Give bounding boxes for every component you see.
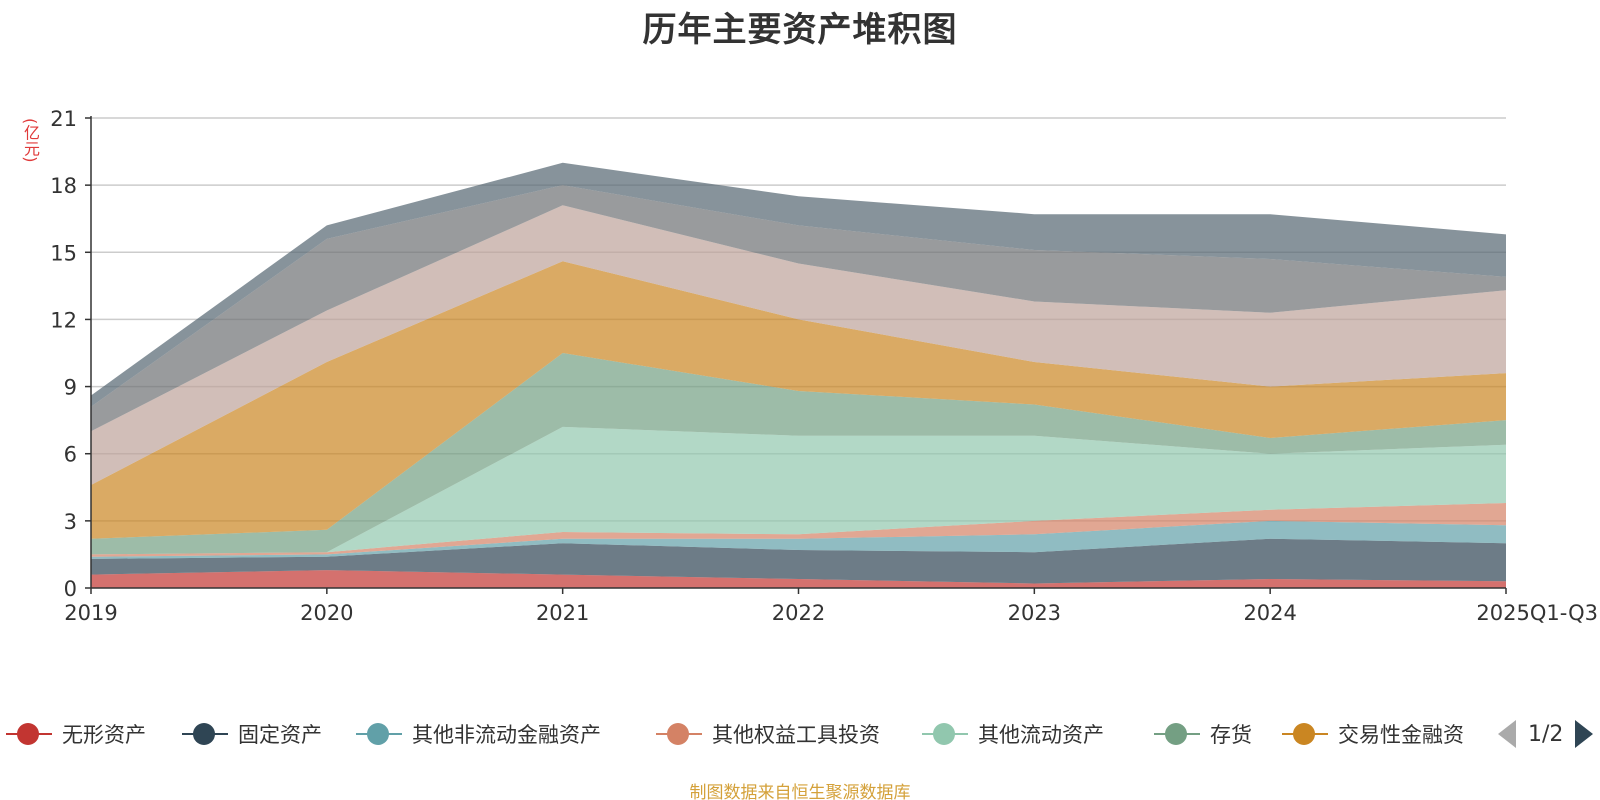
y-tick-label: 12 xyxy=(50,308,77,332)
x-tick-label: 2022 xyxy=(772,601,825,625)
x-tick-label: 2024 xyxy=(1243,601,1296,625)
legend-label: 交易性金融资 xyxy=(1338,723,1464,747)
legend-pager: 1/2 xyxy=(1498,718,1594,750)
area-series[interactable] xyxy=(91,426,1506,555)
legend-label: 无形资产 xyxy=(62,723,146,747)
legend-item[interactable]: 交易性金融资 xyxy=(1278,718,1464,750)
x-tick-label: 2020 xyxy=(300,601,353,625)
legend-page-indicator: 1/2 xyxy=(1528,721,1564,747)
legend: 无形资产 固定资产 其他非流动金融资产 其他权益工具投资 其他流动资产 存货 交易性金融资 xyxy=(0,718,1600,750)
area-series[interactable] xyxy=(91,353,1506,555)
area-series[interactable] xyxy=(91,570,1506,588)
x-tick-label: 2021 xyxy=(536,601,589,625)
x-tick-label: 2025Q1-Q3 xyxy=(1476,601,1598,625)
legend-item[interactable]: 其他权益工具投资 xyxy=(652,718,880,750)
y-tick-label: 15 xyxy=(50,241,77,265)
y-tick-label: 3 xyxy=(64,510,77,534)
legend-label: 固定资产 xyxy=(238,723,322,747)
area-layers xyxy=(91,162,1506,588)
chart-title: 历年主要资产堆积图 xyxy=(642,10,958,50)
legend-marker-icon xyxy=(178,720,232,748)
area-series[interactable] xyxy=(91,185,1506,432)
legend-marker-icon xyxy=(352,720,406,748)
legend-item[interactable]: 其他非流动金融资产 xyxy=(352,718,601,750)
legend-label: 存货 xyxy=(1210,723,1252,747)
legend-next-icon[interactable] xyxy=(1575,720,1594,748)
legend-label: 其他权益工具投资 xyxy=(712,723,880,747)
legend-marker-icon xyxy=(652,720,706,748)
legend-label: 其他非流动金融资产 xyxy=(412,723,601,747)
legend-marker-icon xyxy=(1278,720,1332,748)
legend-item[interactable]: 无形资产 xyxy=(2,718,146,750)
legend-item[interactable]: 存货 xyxy=(1150,718,1252,750)
legend-prev-icon[interactable] xyxy=(1498,720,1516,748)
area-series[interactable] xyxy=(91,503,1506,557)
data-source-note: 制图数据来自恒生聚源数据库 xyxy=(689,783,911,800)
area-series[interactable] xyxy=(91,520,1506,559)
area-series[interactable] xyxy=(91,162,1506,407)
y-axis-unit-label: (亿元) xyxy=(21,118,40,163)
x-tick-label: 2019 xyxy=(64,601,117,625)
area-series[interactable] xyxy=(91,205,1506,486)
y-tick-label: 18 xyxy=(50,174,77,198)
y-tick-label: 0 xyxy=(64,577,77,601)
legend-label: 其他流动资产 xyxy=(978,723,1104,747)
legend-item[interactable]: 固定资产 xyxy=(178,718,322,750)
y-tick-label: 21 xyxy=(50,107,77,131)
y-tick-label: 9 xyxy=(64,376,77,400)
y-tick-label: 6 xyxy=(64,443,77,467)
legend-marker-icon xyxy=(2,720,56,748)
area-series[interactable] xyxy=(91,261,1506,539)
legend-marker-icon xyxy=(1150,720,1204,748)
x-tick-label: 2023 xyxy=(1008,601,1061,625)
legend-item[interactable]: 其他流动资产 xyxy=(918,718,1104,750)
area-series[interactable] xyxy=(91,538,1506,584)
legend-marker-icon xyxy=(918,720,972,748)
